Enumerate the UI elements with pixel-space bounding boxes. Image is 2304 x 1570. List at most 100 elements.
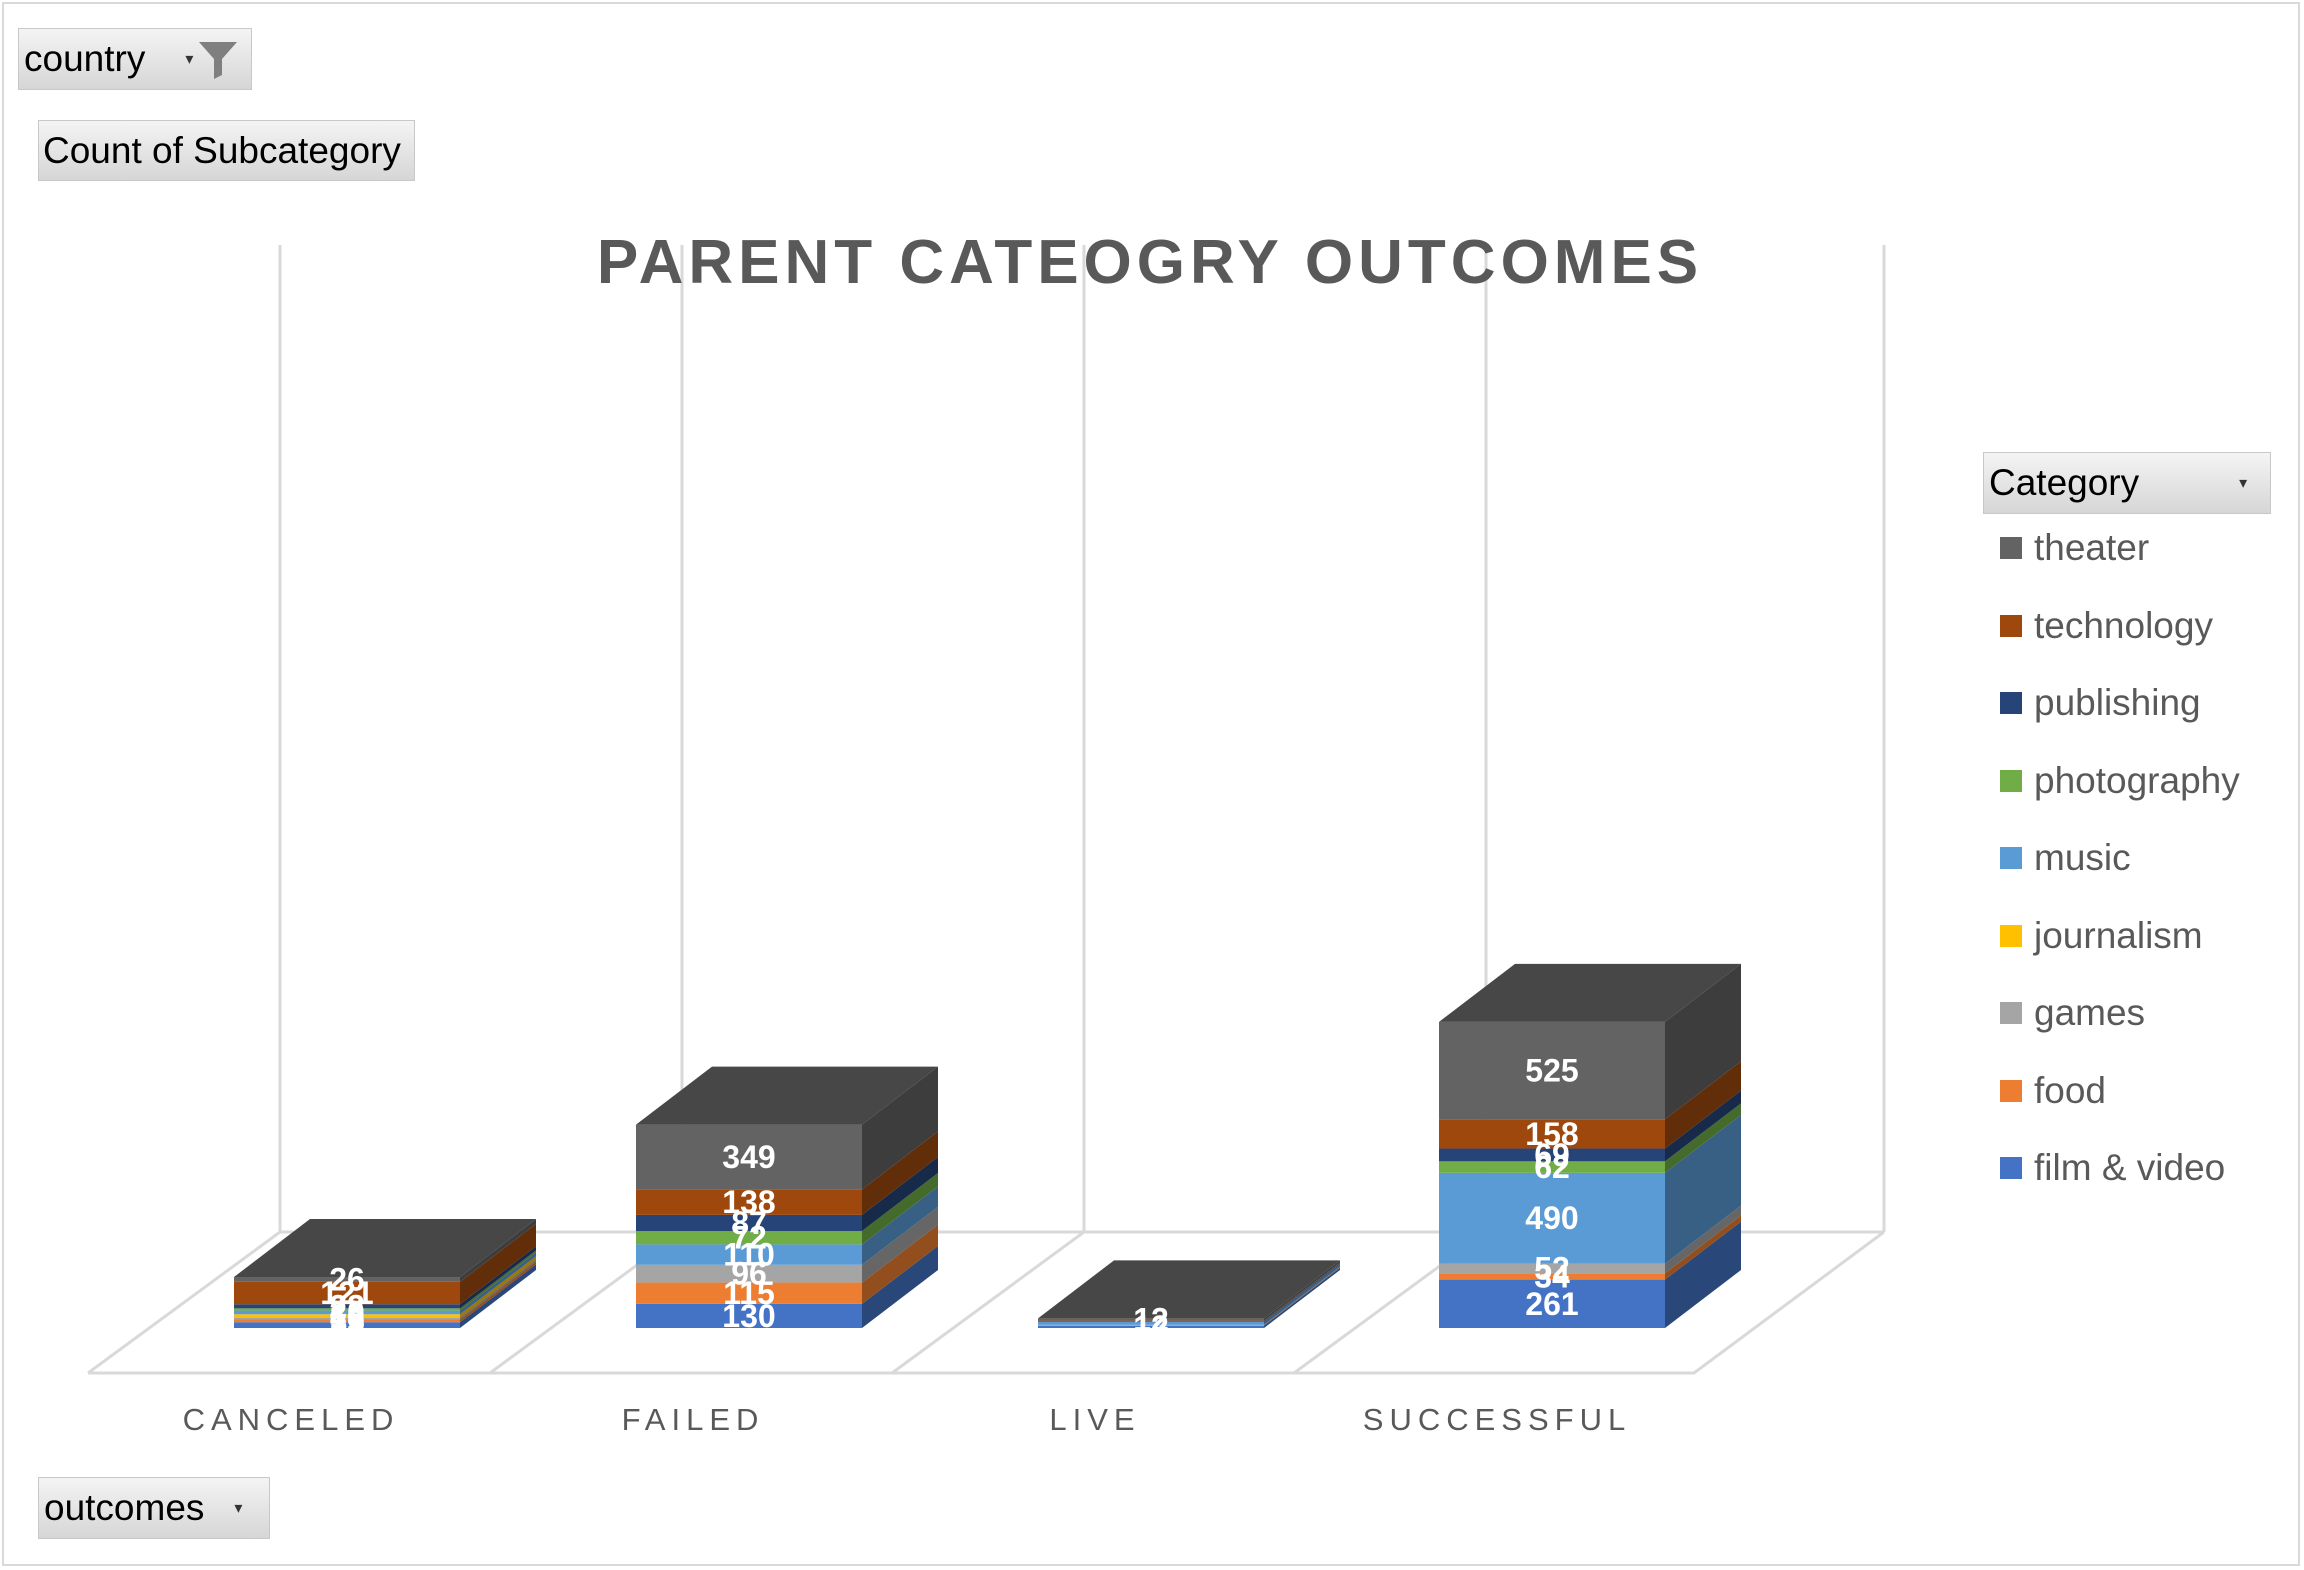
bar-segment-successful-games [1439,1205,1741,1274]
bar-segment-live-theater [1038,1260,1340,1321]
chevron-down-icon: ▾ [185,51,194,68]
legend-swatch [2000,847,2022,869]
value-field-button[interactable]: Count of Subcategory [38,120,415,181]
data-label: 87 [731,1205,767,1241]
data-label: 115 [723,1275,775,1311]
bar-top-failed [636,1066,938,1125]
legend-swatch [2000,692,2022,714]
bar-segment-live-publishing [1038,1263,1340,1322]
bar-segment-canceled-games [234,1259,536,1320]
country-filter-button[interactable]: country ▾ [18,28,252,90]
bar-segment-failed-technology [636,1131,938,1215]
legend-swatch [2000,924,2022,947]
data-label: 12 [1133,1301,1169,1337]
bar-segment-canceled-film-video [234,1264,536,1328]
data-label: 130 [722,1298,775,1334]
data-label: 34 [1534,1258,1570,1294]
bar-segment-live-games [1038,1266,1340,1326]
bar-segment-successful-film-video [1439,1221,1741,1328]
legend-field-button[interactable]: Category ▾ [1983,452,2271,514]
data-label: 12 [1133,1309,1169,1345]
bar-segment-live-film-video [1038,1267,1340,1328]
legend-item: technology [2000,604,2213,646]
data-label: 20 [329,1294,365,1330]
legend-label: film & video [2034,1147,2226,1188]
bar-segment-canceled-food [234,1261,536,1323]
bar-segment-canceled-photography [234,1250,536,1311]
bar-segment-failed-theater [636,1066,938,1190]
legend-swatch [2000,769,2022,792]
data-label: 525 [1525,1053,1578,1089]
category-tick-label: FAILED [622,1402,765,1437]
bar-top-canceled [234,1219,536,1278]
axis-field-button[interactable]: outcomes ▾ [38,1477,270,1539]
bar-segment-failed-photography [636,1173,938,1245]
data-label: 62 [1534,1149,1570,1185]
legend-label: technology [2034,604,2213,646]
bar-segment-canceled-music [234,1252,536,1315]
data-label: 110 [723,1237,775,1273]
category-tick-label: CANCELED [183,1402,400,1437]
data-label: 158 [1525,1116,1578,1152]
legend-item: games [2000,992,2146,1033]
bar-segment-successful-technology [1439,1061,1741,1149]
legend-label: journalism [2034,914,2203,956]
chart-walls [87,245,1886,1375]
bar-segment-live-food [1038,1267,1340,1326]
data-label: 261 [1525,1286,1578,1322]
bar-segment-canceled-journalism [234,1256,536,1318]
bar-segment-successful-photography [1439,1103,1741,1173]
legend-swatch [2000,614,2022,637]
legend-item: publishing [2000,682,2201,723]
data-label: 96 [731,1256,767,1292]
legend-label: games [2034,992,2146,1033]
bars [234,963,1741,1328]
bar-segment-canceled-technology [234,1223,536,1305]
legend-field-label: Category [1989,462,2140,503]
bar-segment-failed-food [636,1224,938,1304]
bar-segment-successful-theater [1439,963,1741,1120]
bar-segment-live-technology [1038,1262,1340,1322]
bar-segment-live-music [1038,1263,1340,1325]
bar-segment-successful-publishing [1439,1090,1741,1162]
chevron-down-icon: ▾ [2239,475,2248,492]
data-label: 490 [1525,1200,1578,1236]
legend-item: journalism [2000,914,2203,956]
data-label: 138 [722,1184,775,1220]
data-label: 52 [1534,1250,1570,1286]
category-tick-label: LIVE [1049,1402,1140,1437]
bar-top-successful [1439,963,1741,1022]
bar-segment-failed-music [636,1186,938,1265]
bar-top-live [1038,1260,1340,1319]
category-axis: CANCELED FAILED LIVE SUCCESSFUL [183,1402,1626,1437]
data-label: 18 [329,1298,365,1334]
chevron-down-icon: ▾ [234,1500,243,1517]
bar-segment-canceled-theater [234,1219,536,1282]
data-label: 72 [731,1220,767,1256]
data-label: 22 [329,1288,365,1324]
country-filter-label: country [24,38,146,79]
value-field-label: Count of Subcategory [43,129,401,171]
legend-label: publishing [2034,682,2201,723]
data-label: 349 [722,1139,775,1175]
bar-segment-failed-film-video [636,1245,938,1328]
data-label: 10 [329,1301,365,1337]
data-label: 121 [320,1275,373,1311]
legend-item: film & video [2000,1147,2226,1188]
legend-swatch [2000,1002,2022,1024]
axis-field-label: outcomes [44,1487,205,1528]
chart-title: PARENT CATEOGRY OUTCOMES [597,228,1703,297]
legend-label: photography [2034,759,2240,801]
legend-swatch [2000,537,2022,559]
bar-segment-canceled-publishing [234,1246,536,1309]
bar-segment-failed-publishing [636,1156,938,1232]
bar-segment-successful-food [1439,1215,1741,1280]
data-label: 15 [329,1303,365,1339]
bar-segment-successful-music [1439,1114,1741,1264]
legend-item: photography [2000,759,2240,801]
data-label: 26 [329,1261,365,1297]
legend-swatch [2000,1079,2022,1102]
